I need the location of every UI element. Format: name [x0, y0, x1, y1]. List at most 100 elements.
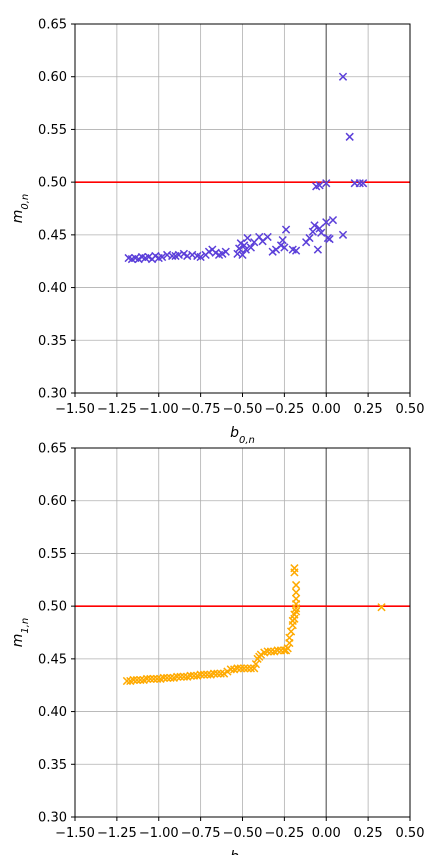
x-tick-label: 0.50	[396, 402, 425, 417]
data-point	[216, 669, 225, 678]
y-tick-label: 0.55	[38, 547, 67, 562]
data-point	[240, 241, 249, 250]
x-tick-label: −0.75	[181, 826, 221, 841]
data-point	[152, 674, 162, 684]
data-point	[122, 676, 132, 686]
y-tick-label: 0.50	[38, 176, 67, 191]
data-point	[129, 675, 138, 685]
data-point	[266, 647, 276, 656]
data-point	[290, 564, 299, 573]
x-tick-label: −0.25	[264, 402, 304, 417]
y-tick-label: 0.35	[38, 334, 67, 349]
x-tick-label: −0.75	[181, 402, 221, 417]
data-point	[189, 671, 199, 680]
data-point	[166, 673, 175, 682]
y-axis-label: m0,n	[10, 194, 31, 224]
x-tick-label: −0.50	[223, 402, 263, 417]
data-point	[263, 647, 272, 656]
y-tick-label: 0.35	[38, 758, 67, 773]
x-tick-label: −1.25	[97, 826, 137, 841]
y-axis-label: m1,n	[10, 618, 31, 648]
data-point	[132, 675, 142, 685]
data-point	[315, 224, 324, 233]
data-point	[243, 233, 252, 243]
x-tick-label: −1.25	[97, 402, 137, 417]
data-point	[308, 227, 317, 236]
data-point	[291, 607, 301, 616]
x-tick-label: 0.25	[354, 402, 383, 417]
data-point	[176, 672, 185, 681]
x-tick-label: 0.25	[354, 826, 383, 841]
data-point	[251, 659, 261, 669]
data-point	[159, 673, 168, 682]
data-point	[241, 245, 250, 254]
y-tick-label: 0.55	[38, 123, 67, 138]
data-point	[179, 672, 189, 681]
data-point	[246, 243, 256, 252]
x-tick-label: −1.50	[55, 402, 95, 417]
data-point	[325, 234, 334, 244]
data-point	[209, 669, 219, 678]
data-point	[240, 664, 249, 673]
x-tick-label: 0.00	[312, 826, 341, 841]
data-point	[235, 244, 244, 253]
x-axis-label: b0,n	[230, 425, 255, 446]
data-point	[291, 588, 301, 597]
data-point	[196, 670, 205, 679]
data-point	[203, 670, 212, 679]
data-point	[243, 664, 252, 673]
data-point	[221, 247, 230, 256]
data-point	[186, 671, 195, 680]
data-point	[338, 230, 348, 239]
y-tick-label: 0.65	[38, 442, 67, 457]
y-tick-label: 0.60	[38, 494, 67, 509]
data-point	[358, 179, 368, 188]
x-tick-label: −1.50	[55, 826, 95, 841]
x-tick-label: −1.00	[139, 402, 179, 417]
y-tick-label: 0.30	[38, 811, 67, 826]
top-scatter-panel: −1.50 −1.25 −1.00 −0.75 −0.50 −0.25 0.00 0.25 0.…	[10, 18, 424, 446]
bottom-scatter-panel: −1.50 −1.25 −1.00 −0.75 −0.50 −0.25 0.00 0.25 0.…	[10, 442, 424, 855]
data-point	[338, 72, 348, 81]
data-point	[286, 627, 296, 636]
data-point	[355, 179, 364, 188]
data-point	[278, 235, 287, 245]
data-point	[281, 225, 291, 234]
data-point	[291, 594, 301, 603]
data-point	[142, 674, 152, 684]
data-point	[285, 633, 294, 642]
x-tick-label: −0.50	[223, 826, 263, 841]
data-point	[250, 664, 259, 673]
data-point	[317, 228, 326, 237]
data-point	[305, 233, 314, 243]
data-point	[328, 215, 338, 225]
data-point	[315, 181, 324, 190]
data-point	[310, 221, 319, 230]
x-axis-label: b1,n	[230, 849, 255, 855]
data-point	[226, 665, 235, 674]
y-tick-label: 0.45	[38, 652, 67, 667]
data-point	[236, 664, 245, 673]
data-point	[213, 669, 222, 678]
x-tick-label: 0.00	[312, 402, 341, 417]
data-point	[377, 603, 386, 612]
data-point	[291, 246, 301, 255]
y-tick-label: 0.60	[38, 70, 67, 85]
data-point	[322, 179, 331, 188]
data-point	[199, 670, 209, 679]
y-tick-label: 0.50	[38, 600, 67, 615]
data-point	[263, 232, 272, 242]
y-tick-label: 0.45	[38, 228, 67, 243]
x-tick-label: 0.50	[396, 826, 425, 841]
data-point	[146, 674, 155, 684]
data-point	[322, 218, 331, 227]
data-point	[136, 675, 145, 685]
data-point	[233, 664, 242, 673]
x-tick-label: −1.00	[139, 826, 179, 841]
data-point	[196, 252, 205, 262]
data-point	[273, 646, 282, 655]
data-point	[168, 251, 177, 261]
data-point	[149, 674, 158, 684]
data-point	[173, 672, 182, 681]
data-point	[291, 580, 301, 590]
